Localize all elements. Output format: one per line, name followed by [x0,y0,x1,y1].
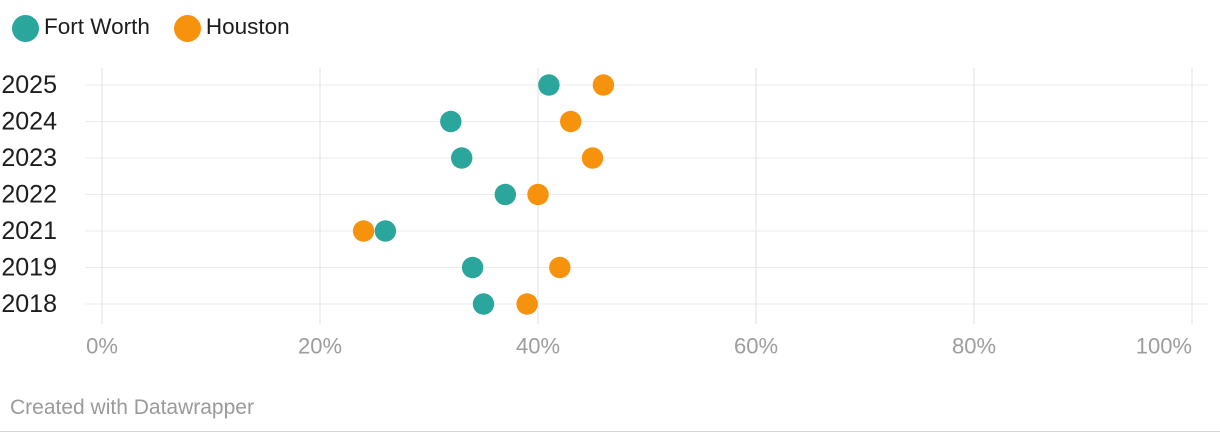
dot-fort-worth [374,220,397,242]
x-axis-label: 20% [298,334,342,359]
dot-fort-worth [461,256,484,279]
attribution-text: Created with Datawrapper [10,396,254,419]
x-axis-label: 80% [952,334,996,359]
y-axis-label: 2022 [1,181,57,209]
legend-item-fort-worth: Fort Worth [12,15,150,42]
dot-fort-worth [538,74,560,96]
x-axis-label: 0% [86,334,118,359]
dot-houston [516,293,538,315]
y-axis-label: 2023 [1,144,57,172]
legend-label-houston: Houston [205,14,290,40]
dot-fort-worth [494,183,516,206]
y-axis-label: 2021 [1,217,57,245]
dot-houston [560,110,582,133]
y-axis-label: 2018 [1,290,57,318]
legend-label-fort-worth: Fort Worth [44,14,150,40]
dot-houston [581,147,604,169]
dot-houston [352,220,375,242]
x-axis-label: 60% [734,334,778,359]
dot-fort-worth [472,293,495,315]
y-axis-label: 2024 [1,108,57,136]
y-axis-label: 2025 [1,71,57,99]
dot-houston [527,183,549,206]
x-axis-label: 40% [516,334,560,359]
x-axis-label: 100% [1136,334,1192,359]
dot-houston [592,74,615,96]
legend-swatch-houston-icon [173,15,201,42]
dot-fort-worth [440,110,462,133]
y-axis-label: 2019 [1,254,57,282]
legend: Fort Worth Houston [12,15,290,42]
legend-swatch-fort-worth-icon [12,15,39,42]
legend-item-houston: Houston [173,14,290,42]
dot-fort-worth [451,147,473,169]
dot-houston [549,256,571,279]
